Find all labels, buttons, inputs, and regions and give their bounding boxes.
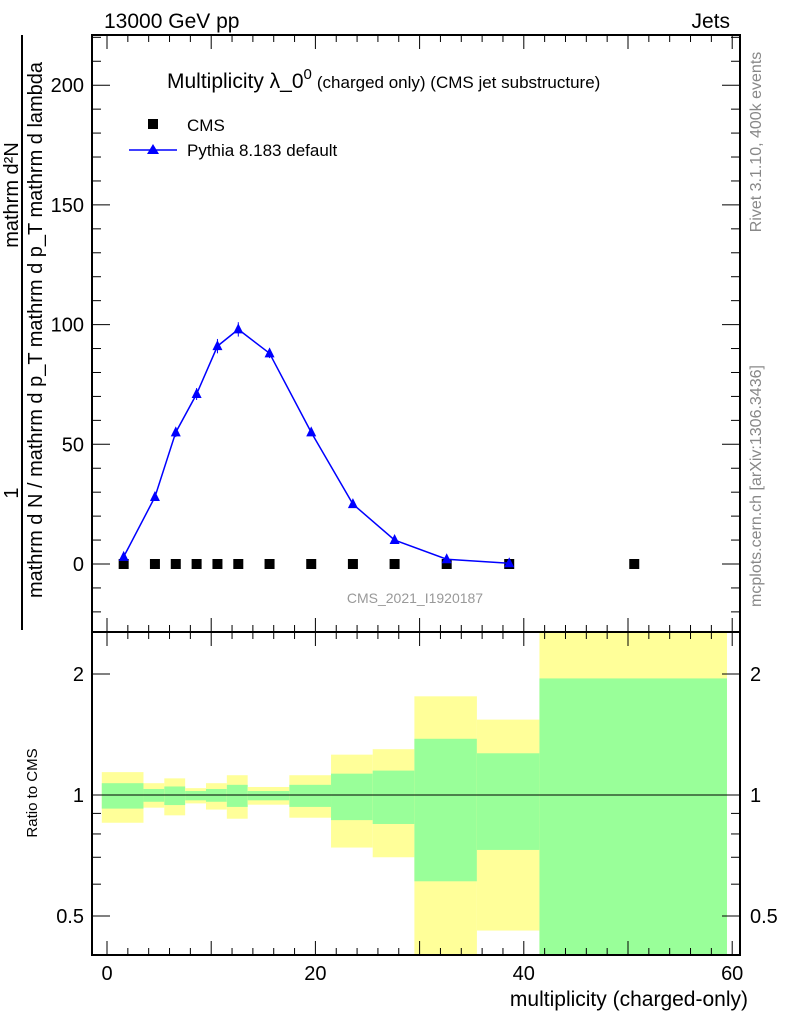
cms-data-point	[212, 559, 223, 569]
legend-cms-marker	[148, 119, 158, 129]
ratio-band-green	[289, 784, 332, 807]
ratio-y-tick-label-right: 1	[750, 785, 761, 807]
pythia-data-point	[441, 553, 452, 564]
ratio-y-tick-label-right: 2	[750, 664, 761, 686]
chart-title-main: Multiplicity λ_0	[167, 70, 304, 93]
legend-pythia-label: Pythia 8.183 default	[187, 141, 338, 160]
mcplots-label: mcplots.cern.ch [arXiv:1306.3436]	[748, 365, 765, 607]
header-right: Jets	[691, 10, 730, 33]
pythia-line	[123, 328, 510, 565]
ratio-band-green	[164, 786, 186, 806]
ratio-band-green	[372, 770, 415, 824]
pythia-data-point	[306, 426, 317, 437]
ratio-y-tick-label: 2	[73, 664, 84, 686]
y-tick-label: 50	[62, 434, 84, 456]
ratio-band-green	[185, 791, 206, 801]
y-label-denominator: mathrm d N / mathrm d p_T mathrm d p_T m…	[25, 61, 47, 598]
ratio-y-tick-label: 0.5	[56, 906, 84, 928]
chart-title-sup: 0	[304, 66, 312, 83]
x-tick-label: 40	[513, 963, 535, 985]
y-tick-label: 200	[51, 75, 84, 97]
ratio-band-green	[226, 784, 248, 807]
ratio-y-label: Ratio to CMS	[24, 748, 41, 837]
cms-data-point	[306, 559, 317, 569]
header-left: 13000 GeV pp	[104, 10, 239, 33]
chart-title-tail: (charged only) (CMS jet substructure)	[317, 73, 600, 92]
cms-data-point	[118, 559, 129, 569]
pythia-data-point	[347, 498, 358, 509]
ratio-band-green	[331, 773, 373, 821]
ratio-band-green	[414, 738, 477, 882]
cms-data-point	[347, 559, 358, 569]
ratio-band-green	[101, 783, 144, 809]
pythia-data-point	[264, 347, 275, 358]
ratio-y-tick-label-right: 0.5	[750, 906, 778, 928]
pythia-data-point	[170, 426, 181, 437]
pythia-data-point	[191, 388, 202, 399]
cms-data-point	[170, 559, 181, 569]
cms-data-point	[233, 559, 244, 569]
cms-data-point	[191, 559, 202, 569]
x-tick-label: 0	[101, 963, 112, 985]
ratio-band-green	[247, 791, 290, 801]
x-tick-label: 20	[304, 963, 326, 985]
legend-pythia-marker	[147, 144, 159, 154]
pythia-data-point	[149, 490, 160, 501]
cms-data-point	[149, 559, 160, 569]
watermark: CMS_2021_I1920187	[347, 590, 483, 606]
ratio-frame	[91, 631, 741, 956]
ratio-band-green	[476, 753, 540, 850]
ratio-band-green	[539, 678, 727, 955]
y-tick-label: 0	[73, 554, 84, 576]
cms-data-point	[629, 559, 640, 569]
x-tick-label: 60	[721, 963, 743, 985]
rivet-label: Rivet 3.1.10, 400k events	[748, 52, 765, 233]
pythia-data-point	[389, 534, 400, 545]
y-tick-label: 100	[51, 315, 84, 337]
cms-data-point	[441, 559, 452, 569]
y-label-numerator: 1	[1, 487, 23, 498]
ratio-y-tick-label: 1	[73, 785, 84, 807]
pythia-data-point	[212, 340, 223, 351]
x-axis-label: multiplicity (charged-only)	[510, 988, 748, 1011]
pythia-data-point	[233, 323, 244, 334]
chart-title: Multiplicity λ_00 (charged only) (CMS jet…	[167, 66, 600, 93]
y-tick-label: 150	[51, 195, 84, 217]
pythia-data-point	[118, 550, 129, 561]
y-label-top: mathrm d²N	[1, 142, 23, 248]
cms-data-point	[389, 559, 400, 569]
cms-data-point	[264, 559, 275, 569]
pythia-data-point	[504, 557, 515, 568]
legend-cms-label: CMS	[187, 116, 225, 135]
